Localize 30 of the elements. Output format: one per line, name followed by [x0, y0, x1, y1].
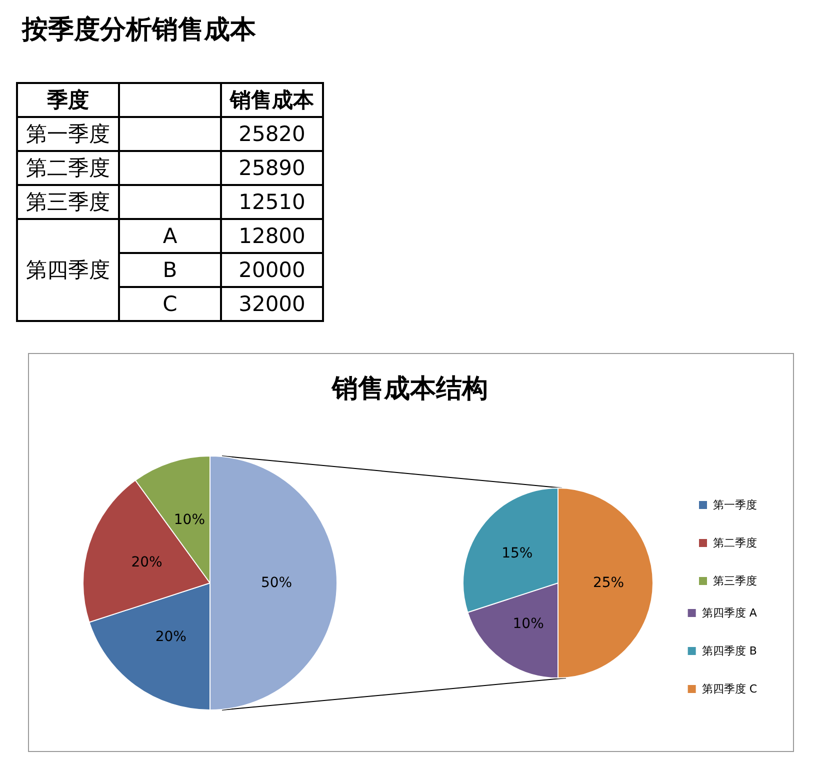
legend-label: 第四季度 A	[702, 606, 758, 620]
text: 32000	[221, 287, 323, 321]
legend-label: 第四季度 C	[702, 682, 758, 696]
data-label: 15%	[502, 545, 533, 562]
text: 20000	[221, 253, 323, 287]
data-label: 20%	[155, 628, 186, 645]
text: 第四季度	[17, 219, 119, 321]
legend-label: 第四季度 B	[702, 644, 757, 658]
text: 销售成本	[221, 83, 323, 117]
text: 季度	[17, 83, 119, 117]
data-label: 25%	[592, 575, 624, 591]
data-label: 10%	[512, 616, 544, 632]
text: A	[119, 219, 221, 253]
data-label: 50%	[260, 575, 292, 591]
legend-label: 第二季度	[713, 536, 757, 550]
data-label: 20%	[131, 554, 162, 570]
text: 第一季度	[17, 117, 119, 151]
text: 12510	[221, 185, 323, 219]
text: 第三季度	[17, 185, 119, 219]
legend-label: 第三季度	[713, 574, 757, 588]
text: B	[119, 253, 221, 287]
text: 按季度分析销售成本	[22, 14, 256, 47]
chart-title: 销售成本结构	[331, 374, 488, 404]
text: 25890	[221, 151, 323, 185]
data-label: 10%	[174, 512, 206, 528]
text: 12800	[221, 219, 323, 253]
text: 25820	[221, 117, 323, 151]
text: C	[119, 287, 221, 321]
text: 第二季度	[17, 151, 119, 185]
legend-label: 第一季度	[713, 498, 757, 512]
